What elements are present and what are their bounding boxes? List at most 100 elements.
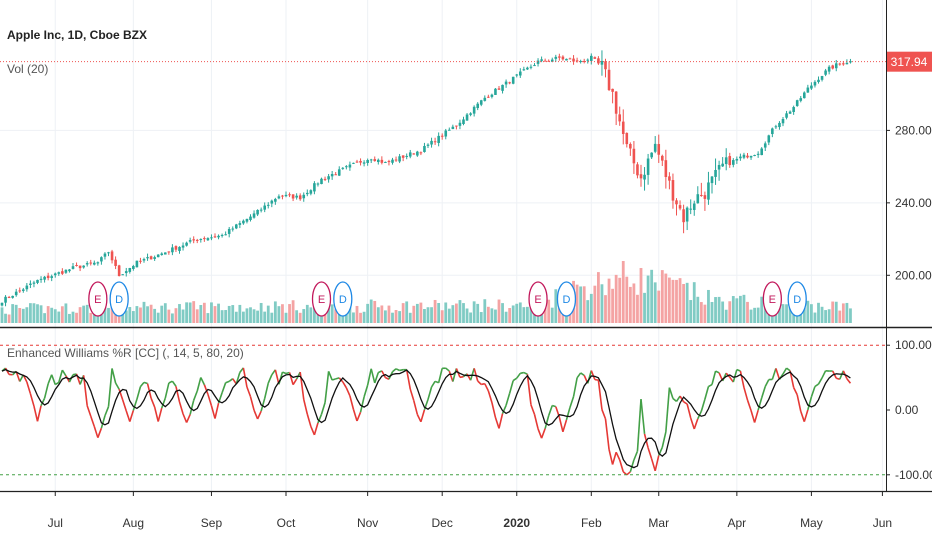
volume-bar-167 (593, 285, 597, 323)
volume-bar-155 (550, 307, 554, 323)
volume-bar-147 (522, 307, 526, 323)
volume-bar-25 (89, 312, 93, 323)
volume-bar-116 (412, 305, 416, 323)
wr-segment-225 (796, 394, 802, 412)
candle-body-157 (558, 56, 561, 58)
volume-bar-137 (486, 306, 490, 323)
volume-bar-126 (447, 308, 451, 323)
wr-segment-118 (416, 414, 422, 423)
volume-bar-50 (178, 304, 181, 323)
symbol-title: Apple Inc, 1D, Cboe BZX (7, 28, 148, 42)
candle-body-195 (692, 203, 696, 210)
candle-body-72 (256, 209, 259, 215)
volume-bar-179 (636, 294, 639, 323)
wr-segment-87 (306, 413, 312, 427)
candle-body-150 (533, 65, 536, 67)
volume-bar-136 (483, 299, 487, 323)
candle-body-116 (412, 153, 416, 155)
volume-bar-227 (806, 300, 810, 323)
wr-segment-158 (558, 416, 564, 433)
wr-segment-175 (618, 459, 625, 472)
candle-body-197 (700, 194, 703, 196)
candle-body-20 (71, 266, 75, 269)
wr-segment-211 (746, 399, 752, 411)
wr-segment-46 (160, 397, 167, 409)
wr-segment-194 (686, 403, 692, 419)
wr-segment-106 (373, 372, 380, 384)
volume-bar-110 (391, 312, 394, 323)
volume-bar-132 (469, 312, 472, 323)
volume-bar-61 (217, 303, 220, 323)
wr-segment-54 (189, 400, 195, 415)
volume-bar-17 (60, 306, 64, 323)
wr-segment-174 (615, 451, 621, 461)
time-tick-label-2: Sep (201, 516, 223, 530)
candle-body-178 (632, 148, 636, 164)
volume-bar-9 (32, 303, 36, 323)
candle-body-78 (277, 196, 281, 199)
wr-segment-173 (611, 451, 617, 465)
wr-segment-73 (256, 410, 262, 420)
wr-segment-130 (459, 375, 464, 379)
indicator-tick-label-0: 100.00 (895, 338, 932, 352)
volume-bar-105 (373, 300, 377, 323)
candle-body-169 (600, 60, 604, 65)
wr-segment-232 (821, 370, 827, 379)
volume-bar-54 (192, 301, 196, 323)
volume-bar-22 (78, 307, 82, 323)
volume-bar-156 (554, 289, 558, 323)
candle-body-15 (53, 273, 57, 276)
wr-segment-148 (523, 371, 528, 375)
candle-body-123 (437, 135, 440, 143)
wr-segment-52 (182, 413, 188, 423)
candle-body-165 (586, 59, 590, 61)
volume-bar-176 (625, 276, 629, 323)
dividend-marker-5 (556, 281, 577, 317)
volume-bar-20 (71, 311, 75, 323)
volume-bar-175 (621, 261, 625, 323)
candle-body-167 (593, 57, 597, 59)
wr-segment-230 (814, 383, 819, 388)
volume-bar-182 (646, 275, 650, 323)
wr-segment-196 (693, 418, 699, 430)
wr-segment-90 (317, 413, 323, 424)
wr-segment-28 (97, 427, 103, 438)
volume-bar-131 (465, 308, 469, 323)
candle-body-189 (671, 180, 675, 201)
wr-segment-181 (640, 399, 646, 434)
wr-segment-163 (576, 372, 582, 379)
wr-segment-48 (168, 380, 173, 384)
dividend-marker-label-7: D (793, 294, 801, 306)
candle-body-39 (139, 260, 142, 262)
wr-segment-178 (629, 459, 635, 473)
time-tick-label-8: Mar (648, 516, 669, 530)
dividend-marker-label-5: D (562, 294, 570, 306)
candle-body-58 (206, 238, 210, 241)
wr-segment-145 (512, 377, 518, 382)
candle-body-79 (281, 195, 284, 197)
wr-segment-99 (349, 395, 355, 410)
volume-label: Vol (20) (7, 62, 49, 76)
wr-segment-47 (164, 382, 170, 399)
wr-segment-127 (448, 370, 454, 382)
volume-bar-16 (57, 311, 61, 323)
candle-body-161 (572, 58, 575, 62)
candle-body-234 (831, 65, 834, 69)
wr-segment-100 (352, 409, 358, 422)
candle-body-32 (114, 259, 117, 266)
candle-body-170 (604, 61, 607, 70)
volume-bar-123 (437, 303, 441, 323)
volume-bar-220 (781, 304, 785, 323)
dividend-marker-3 (333, 281, 353, 317)
candle-body-147 (522, 69, 526, 71)
wr-segment-2 (4, 367, 10, 375)
time-tick-label-3: Oct (277, 516, 296, 530)
earnings-marker-label-2: E (318, 294, 325, 306)
wr-segment-8 (26, 381, 32, 394)
wr-segment-58 (203, 384, 209, 395)
volume-bar-31 (110, 304, 114, 323)
candle-body-143 (508, 82, 511, 84)
candle-body-134 (476, 103, 479, 109)
candle-body-27 (96, 262, 100, 264)
